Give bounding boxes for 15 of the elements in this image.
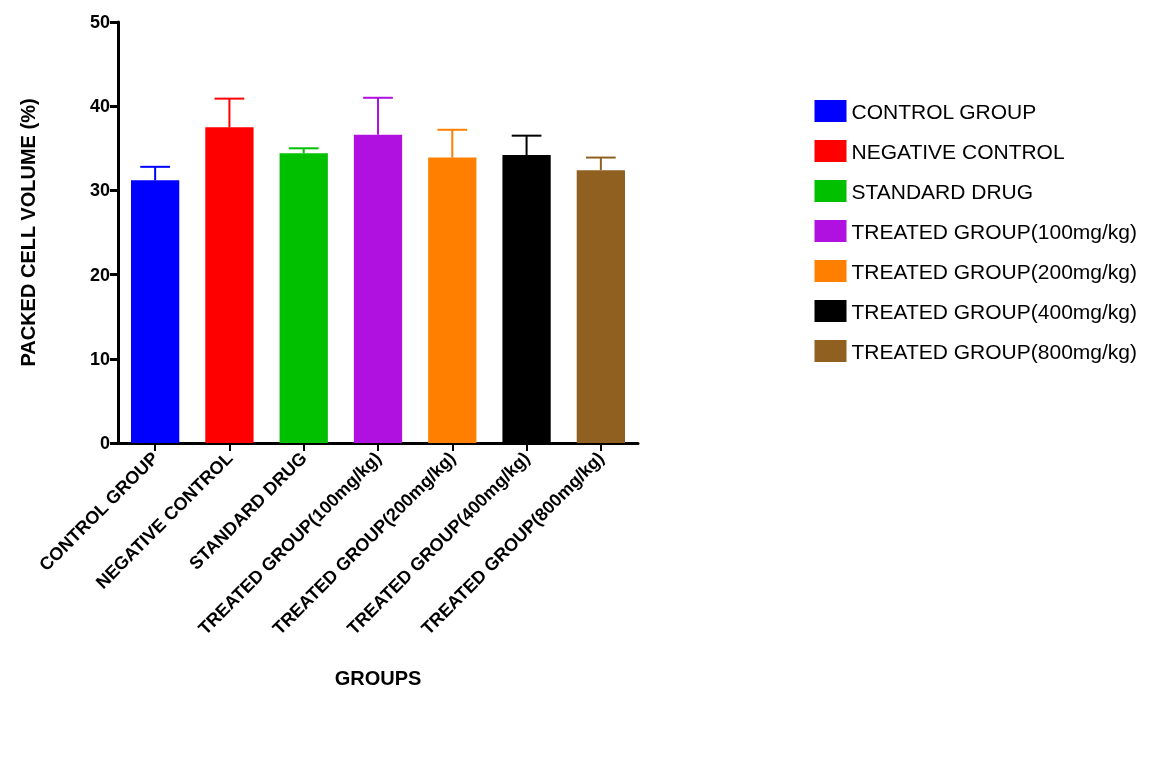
legend-label: TREATED GROUP(400mg/kg) bbox=[851, 299, 1137, 323]
y-tick-label: 10 bbox=[89, 348, 110, 369]
legend-label: TREATED GROUP(200mg/kg) bbox=[851, 259, 1137, 283]
legend-label: TREATED GROUP(800mg/kg) bbox=[851, 339, 1137, 363]
y-tick-label: 0 bbox=[99, 433, 110, 453]
y-tick-label: 30 bbox=[89, 180, 110, 201]
y-axis-title: PACKED CELL VOLUME (%) bbox=[17, 98, 39, 367]
y-tick-label: 40 bbox=[89, 96, 110, 117]
y-tick-label: 20 bbox=[89, 264, 110, 285]
y-tick-label: 50 bbox=[89, 12, 110, 32]
legend-label: TREATED GROUP(100mg/kg) bbox=[851, 219, 1137, 243]
legend-label: NEGATIVE CONTROL bbox=[851, 139, 1065, 163]
x-axis-title: GROUPS bbox=[334, 667, 422, 689]
legend-label: STANDARD DRUG bbox=[851, 179, 1034, 203]
legend-label: CONTROL GROUP bbox=[851, 99, 1037, 123]
